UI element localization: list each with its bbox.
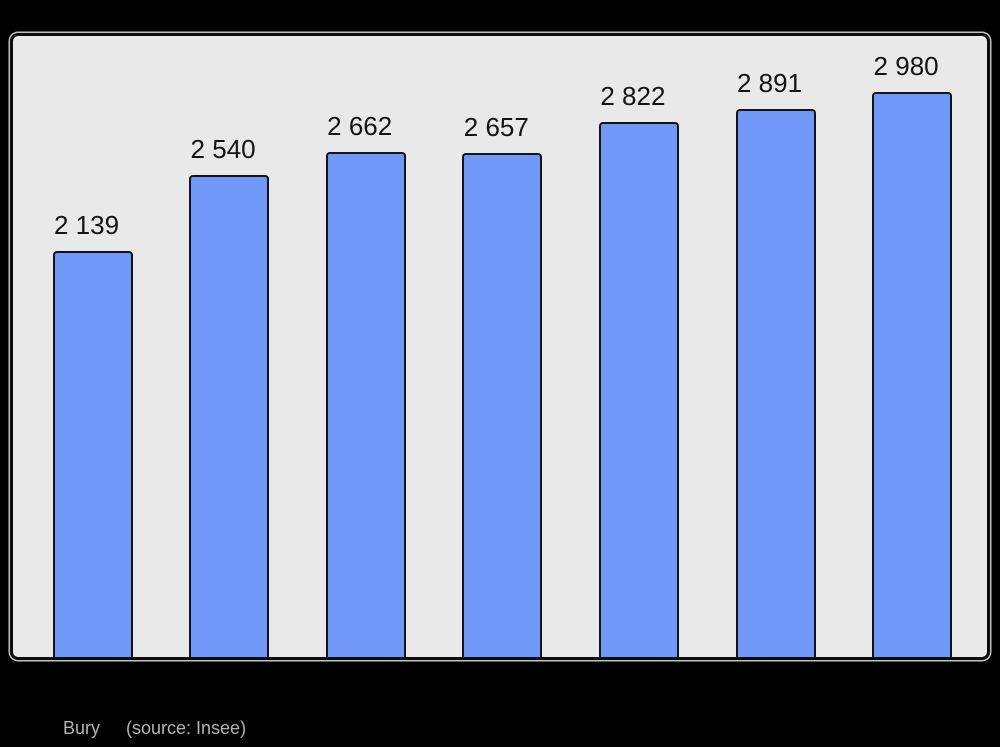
bar (462, 153, 543, 657)
bar-group: 2 662 (325, 92, 406, 657)
caption-source: (source: Insee) (126, 718, 247, 738)
bar (872, 92, 953, 657)
chart-caption: Bury (source: Insee) (63, 717, 246, 739)
bar-value-label: 2 662 (327, 111, 393, 141)
bar-value-label: 2 891 (736, 68, 803, 98)
bar-value-label: 2 139 (53, 210, 120, 240)
bar (598, 122, 679, 657)
bar-group: 2 657 (462, 93, 543, 657)
bar (325, 152, 406, 657)
bar-value-label: 2 822 (600, 81, 666, 111)
caption-place: Bury (63, 718, 101, 738)
bar-group: 2 891 (735, 49, 816, 657)
bar-value-label: 2 540 (190, 134, 256, 164)
bar-group: 2 980 (872, 32, 953, 657)
plot-area: 2 139 2 540 2 662 2 657 2 822 2 891 2 980 (13, 36, 987, 657)
bar-group: 2 822 (598, 62, 679, 657)
bar (52, 251, 133, 657)
bar (189, 175, 270, 657)
chart-frame: 2 139 2 540 2 662 2 657 2 822 2 891 2 980 (10, 33, 990, 660)
bar-value-label: 2 980 (873, 51, 939, 81)
bar-value-label: 2 657 (463, 112, 529, 142)
bar (735, 109, 816, 657)
bar-group: 2 139 (52, 191, 133, 657)
bar-group: 2 540 (189, 115, 270, 657)
